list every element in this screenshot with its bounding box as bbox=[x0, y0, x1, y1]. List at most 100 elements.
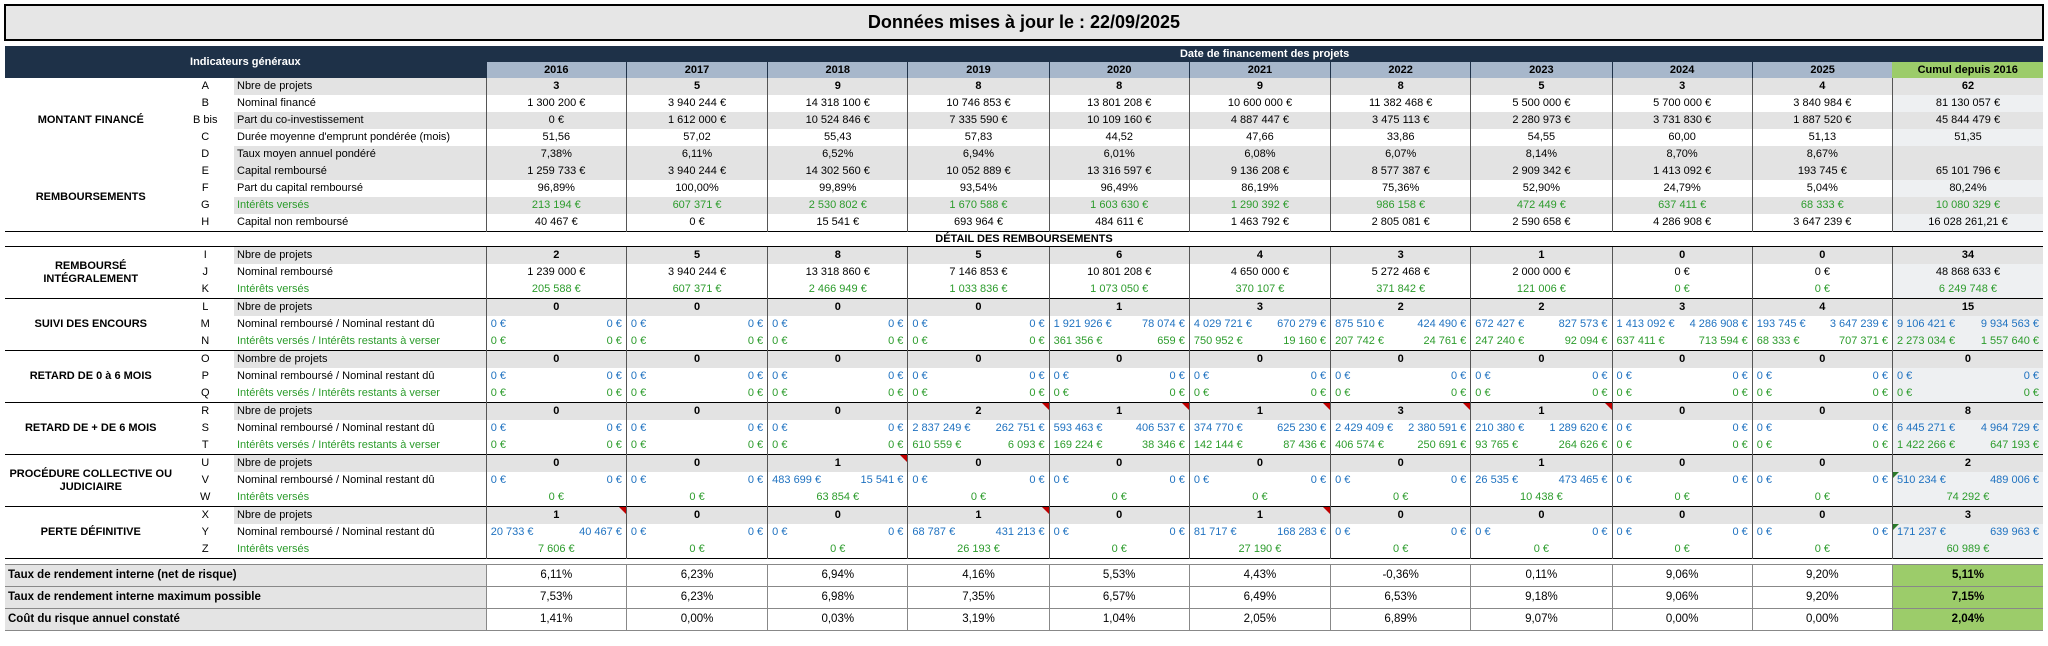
table-row: RETARD DE + DE 6 MOIS R Nbre de projets 0 0 0… bbox=[5, 402, 2043, 455]
value-pair-cell: 1 413 092 € 4 286 908 € bbox=[1611, 316, 1753, 333]
value-cell: 7,38% bbox=[485, 146, 627, 163]
repaid-value: 0 € bbox=[772, 422, 788, 434]
cumul-cell: 51,35 bbox=[1891, 129, 2043, 146]
value-cell: 0 bbox=[625, 350, 768, 368]
remaining-value: 0 € bbox=[606, 318, 622, 330]
value-pair-cell: 68 787 € 431 213 € bbox=[907, 524, 1050, 541]
value-pair-cell: 0 € 0 € bbox=[625, 524, 768, 541]
value-cell: 75,36% bbox=[1330, 180, 1471, 197]
repaid-value: 0 € bbox=[1053, 526, 1069, 538]
value-cell: 121 006 € bbox=[1470, 281, 1613, 299]
row-label: Nbre de projets bbox=[234, 506, 487, 524]
remaining-value: 0 € bbox=[1029, 370, 1045, 382]
repaid-value: 93 765 € bbox=[1475, 439, 1519, 451]
table-row: M Nominal remboursé / Nominal restant dû 0… bbox=[5, 316, 2043, 333]
value-cell: 0 € bbox=[1048, 489, 1190, 507]
value-cell: 0 bbox=[625, 506, 768, 524]
remaining-value: 0 € bbox=[1450, 387, 1467, 399]
value-cell: 10 052 889 € bbox=[907, 163, 1050, 180]
row-letter: H bbox=[201, 216, 210, 228]
value-cell: 5 bbox=[907, 246, 1050, 264]
value-pair-cell: 0 € 0 € bbox=[485, 420, 627, 437]
value-cell: 5 500 000 € bbox=[1470, 95, 1613, 112]
value-pair-cell: 0 € 0 € bbox=[625, 437, 768, 455]
value-cell: 0 bbox=[1751, 246, 1893, 264]
repaid-value: 0 € bbox=[912, 387, 928, 399]
value-cell: 33,86 bbox=[1330, 129, 1471, 146]
kpi-value: 6,23% bbox=[625, 586, 768, 609]
value-cell: 5 bbox=[625, 246, 768, 264]
cumul-cell: 65 101 796 € bbox=[1891, 163, 2043, 180]
year-header-2025: 2025 bbox=[1751, 62, 1893, 78]
repaid-value: 610 559 € bbox=[912, 439, 962, 451]
cumul-remaining-value: 9 934 563 € bbox=[1980, 318, 2039, 330]
value-cell: 0 bbox=[1611, 506, 1753, 524]
cumul-repaid-value: 0 € bbox=[1896, 387, 1913, 399]
value-cell: 51,13 bbox=[1751, 129, 1893, 146]
repaid-value: 169 224 € bbox=[1053, 439, 1103, 451]
kpi-value: 1,04% bbox=[1048, 608, 1190, 631]
kpi-value: 6,98% bbox=[767, 586, 908, 609]
remaining-value: 0 € bbox=[1029, 387, 1045, 399]
value-pair-cell: 0 € 0 € bbox=[1611, 472, 1753, 489]
kpi-value: 9,20% bbox=[1751, 564, 1893, 587]
value-pair-cell: 210 380 € 1 289 620 € bbox=[1470, 420, 1613, 437]
remaining-value: 168 283 € bbox=[1277, 526, 1327, 538]
value-cell: 14 318 100 € bbox=[767, 95, 908, 112]
cumul-repaid-value: 510 234 € bbox=[1896, 474, 1946, 486]
value-cell: 6,01% bbox=[1048, 146, 1190, 163]
remaining-value: 625 230 € bbox=[1277, 422, 1327, 434]
table-row: K Intérêts versés 205 588 €607 371 €2 466 … bbox=[5, 281, 2043, 299]
value-cell: 0 bbox=[1751, 506, 1893, 524]
repaid-value: 374 770 € bbox=[1193, 422, 1243, 434]
value-cell: 24,79% bbox=[1611, 180, 1753, 197]
remaining-value: 0 € bbox=[606, 422, 622, 434]
value-pair-cell: 169 224 € 38 346 € bbox=[1048, 437, 1190, 455]
remaining-value: 670 279 € bbox=[1277, 318, 1327, 330]
repaid-value: 0 € bbox=[490, 474, 506, 486]
row-letter: G bbox=[200, 199, 210, 211]
row-letter: M bbox=[200, 318, 210, 330]
repaid-value: 0 € bbox=[1756, 526, 1773, 538]
value-pair-cell: 0 € 0 € bbox=[907, 333, 1050, 351]
row-label: Nombre de projets bbox=[234, 350, 487, 368]
value-pair-cell: 0 € 0 € bbox=[1330, 524, 1471, 541]
value-cell: 1 bbox=[1470, 402, 1613, 420]
value-cell: 60,00 bbox=[1611, 129, 1753, 146]
year-header-2023: 2023 bbox=[1470, 62, 1613, 78]
value-cell: 3 731 830 € bbox=[1611, 112, 1753, 129]
remaining-value: 0 € bbox=[1310, 370, 1327, 382]
table-row: DÉTAIL DES REMBOURSEMENTS bbox=[5, 231, 2043, 247]
table-row: V Nominal remboursé / Nominal restant dû 0… bbox=[5, 472, 2043, 489]
value-cell: 3 475 113 € bbox=[1330, 112, 1471, 129]
kpi-value: 3,19% bbox=[907, 608, 1050, 631]
row-letter: T bbox=[201, 439, 209, 451]
value-pair-cell: 0 € 0 € bbox=[625, 368, 768, 385]
remaining-value: 0 € bbox=[1169, 526, 1185, 538]
remaining-value: 0 € bbox=[1169, 474, 1185, 486]
remaining-value: 0 € bbox=[888, 422, 904, 434]
value-pair-cell: 0 € 0 € bbox=[1470, 385, 1613, 403]
value-pair-cell: 0 € 0 € bbox=[1751, 368, 1893, 385]
value-cell: 3 940 244 € bbox=[625, 163, 768, 180]
year-header-2019: 2019 bbox=[907, 62, 1050, 78]
category-label: MONTANT FINANCÉ bbox=[37, 114, 144, 126]
value-cell: 52,90% bbox=[1470, 180, 1613, 197]
value-pair-cell: 0 € 0 € bbox=[1188, 472, 1331, 489]
repaid-value: 193 745 € bbox=[1756, 318, 1806, 330]
value-cell: 0 bbox=[485, 402, 627, 420]
table-row: D Taux moyen annuel pondéré 7,38% 6,11% 6,52… bbox=[5, 146, 2043, 163]
remaining-value: 0 € bbox=[1310, 474, 1327, 486]
value-cell: 6,52% bbox=[767, 146, 908, 163]
repaid-value: 0 € bbox=[1335, 387, 1351, 399]
kpi-value: 9,07% bbox=[1470, 608, 1613, 631]
repaid-value: 0 € bbox=[630, 335, 647, 347]
category-label: REMBOURSÉ INTÉGRALEMENT bbox=[5, 246, 177, 299]
value-cell: 0 € bbox=[767, 541, 908, 559]
repaid-value: 0 € bbox=[1616, 526, 1632, 538]
value-pair-cell: 0 € 0 € bbox=[1751, 524, 1893, 541]
repaid-value: 0 € bbox=[1756, 370, 1773, 382]
value-pair-cell: 406 574 € 250 691 € bbox=[1330, 437, 1471, 455]
value-pair-cell: 0 € 0 € bbox=[1330, 368, 1471, 385]
row-label: Nbre de projets bbox=[234, 298, 487, 316]
